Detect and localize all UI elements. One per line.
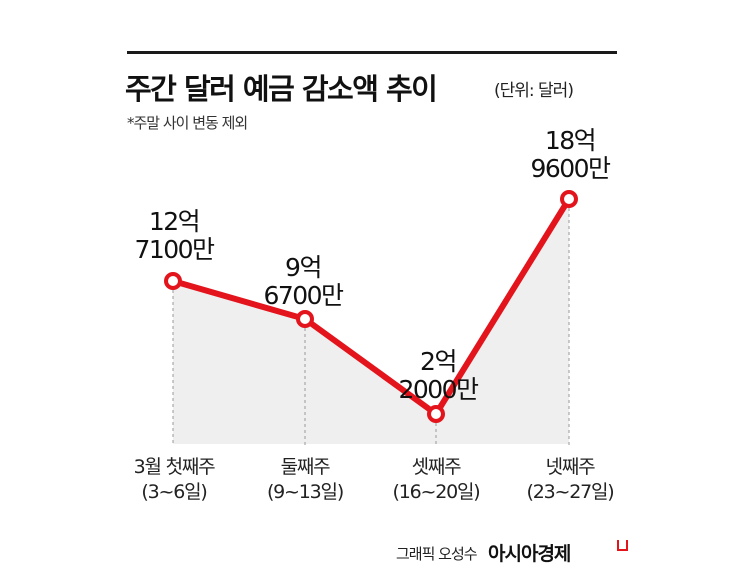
x-axis-label: 셋째주 (16~20일) [392,455,481,505]
x-label-line2: (3~6일) [141,481,207,503]
drop-lines [172,208,570,446]
data-point [296,310,314,328]
top-rule [127,51,617,54]
data-point [164,272,182,290]
chart-title: 주간 달러 예금 감소액 추이 [125,72,438,106]
data-point [427,405,445,423]
x-axis-label: 3월 첫째주 (3~6일) [133,455,216,505]
value-line2: 6700만 [263,281,344,310]
data-line [172,197,572,417]
value-label: 9억 6700만 [263,253,344,310]
x-axis-label: 둘째주 (9~13일) [266,455,344,505]
value-line1: 9억 [285,253,322,282]
graphic-credit: 그래픽 오성수 [396,545,478,563]
x-label-line1: 넷째주 [545,456,596,478]
footnote: *주말 사이 변동 제외 [127,114,248,132]
x-label-line2: (23~27일) [526,481,615,503]
brand-logo: 아시아경제 [488,543,571,565]
value-line2: 7100만 [134,235,215,264]
value-line1: 18억 [544,126,597,155]
x-label-line1: 셋째주 [411,456,462,478]
value-line2: 2000만 [398,375,479,404]
area-fill [173,199,569,444]
value-line1: 12억 [148,207,201,236]
data-point [560,190,578,208]
unit-label: (단위: 달러) [494,81,574,101]
x-label-line1: 3월 첫째주 [133,456,216,478]
value-label: 12억 7100만 [134,207,215,264]
x-axis-label: 넷째주 (23~27일) [526,455,615,505]
x-label-line2: (9~13일) [266,481,344,503]
value-label: 2억 2000만 [398,347,479,404]
value-line1: 2억 [420,347,457,376]
value-line2: 9600만 [530,154,611,183]
value-label: 18억 9600만 [530,126,611,183]
brand-mark-icon [617,540,628,551]
x-label-line2: (16~20일) [392,481,481,503]
x-label-line1: 둘째주 [280,456,331,478]
